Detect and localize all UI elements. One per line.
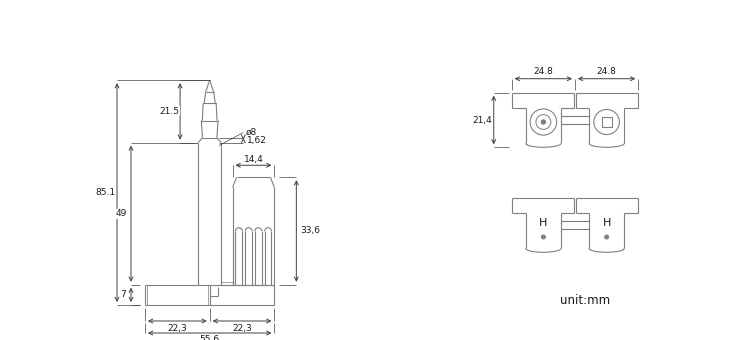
Text: unit:mm: unit:mm <box>560 293 610 306</box>
Text: 24.8: 24.8 <box>533 67 554 76</box>
Text: 22,3: 22,3 <box>167 323 188 333</box>
Circle shape <box>542 235 545 239</box>
Text: 1,62: 1,62 <box>248 136 267 145</box>
Text: 14,4: 14,4 <box>244 155 263 164</box>
Text: 85.1: 85.1 <box>95 188 115 197</box>
Text: 21.5: 21.5 <box>159 107 179 116</box>
Bar <box>602 117 611 127</box>
Text: 24.8: 24.8 <box>597 67 616 76</box>
Text: 55.6: 55.6 <box>200 336 220 340</box>
Text: 22,3: 22,3 <box>232 323 252 333</box>
Circle shape <box>542 120 545 124</box>
Text: 7: 7 <box>120 290 126 299</box>
Text: 33,6: 33,6 <box>300 226 320 236</box>
Text: H: H <box>539 218 548 228</box>
Text: ø8: ø8 <box>245 128 256 137</box>
Text: H: H <box>602 218 610 228</box>
Text: 21,4: 21,4 <box>472 116 492 124</box>
Text: 49: 49 <box>116 209 127 218</box>
Circle shape <box>604 235 608 239</box>
